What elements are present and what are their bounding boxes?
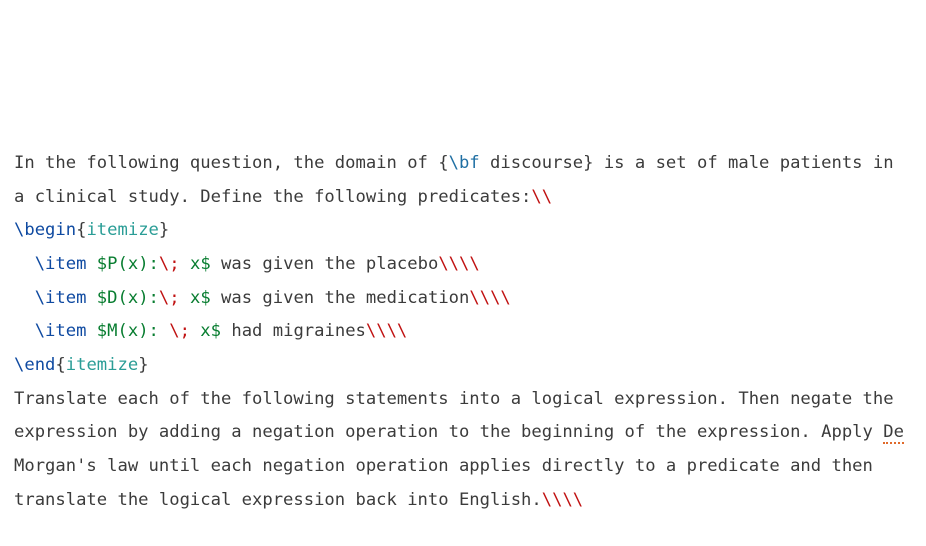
latex-linebreak: \\\\ — [438, 254, 479, 274]
math-delim: $ — [97, 254, 107, 274]
math-delim: $ — [211, 321, 221, 341]
latex-command: \end — [14, 355, 55, 375]
latex-begin-line: \begin{itemize} — [14, 214, 912, 248]
text-run: Translate each of the following statemen… — [14, 389, 904, 443]
math-content: M(x): — [107, 321, 169, 341]
text-run: discourse — [480, 153, 583, 173]
latex-linebreak: \\\\ — [542, 490, 583, 510]
text-run: was given the medication — [211, 288, 470, 308]
latex-item-command: \item — [35, 288, 87, 308]
math-delim: $ — [200, 288, 210, 308]
latex-command: \begin — [14, 220, 76, 240]
text-run: had migraines — [221, 321, 366, 341]
math-content: x — [180, 288, 201, 308]
math-delim: $ — [97, 321, 107, 341]
latex-linebreak: \\ — [531, 187, 552, 207]
latex-thinspace: \; — [159, 288, 180, 308]
latex-bf-keyword: \bf — [449, 153, 480, 173]
latex-item-line: \item $P(x):\; x$ was given the placebo\… — [14, 248, 912, 282]
text-run: was given the placebo — [211, 254, 439, 274]
latex-item-command: \item — [35, 321, 87, 341]
latex-end-line: \end{itemize} — [14, 349, 912, 383]
latex-linebreak: \\\\ — [469, 288, 510, 308]
paragraph-2: Translate each of the following statemen… — [14, 383, 912, 518]
brace: { — [76, 220, 86, 240]
paragraph-1: In the following question, the domain of… — [14, 147, 912, 214]
latex-thinspace: \; — [159, 254, 180, 274]
latex-item-line: \item $D(x):\; x$ was given the medicati… — [14, 282, 912, 316]
math-content: P(x): — [107, 254, 159, 274]
math-content: x — [180, 254, 201, 274]
latex-item-line: \item $M(x): \; x$ had migraines\\\\ — [14, 315, 912, 349]
latex-env-name: itemize — [66, 355, 138, 375]
space — [86, 321, 96, 341]
math-content: D(x): — [107, 288, 159, 308]
spellcheck-word: De — [883, 422, 904, 444]
math-content: x — [190, 321, 211, 341]
brace: } — [159, 220, 169, 240]
space — [86, 254, 96, 274]
text-run: In the following question, the domain of… — [14, 153, 449, 173]
code-content: In the following question, the domain of… — [14, 147, 912, 518]
latex-thinspace: \; — [169, 321, 190, 341]
math-delim: $ — [200, 254, 210, 274]
space — [86, 288, 96, 308]
brace: } — [138, 355, 148, 375]
latex-item-command: \item — [35, 254, 87, 274]
latex-env-name: itemize — [86, 220, 158, 240]
math-delim: $ — [97, 288, 107, 308]
latex-linebreak: \\\\ — [366, 321, 407, 341]
brace: { — [55, 355, 65, 375]
